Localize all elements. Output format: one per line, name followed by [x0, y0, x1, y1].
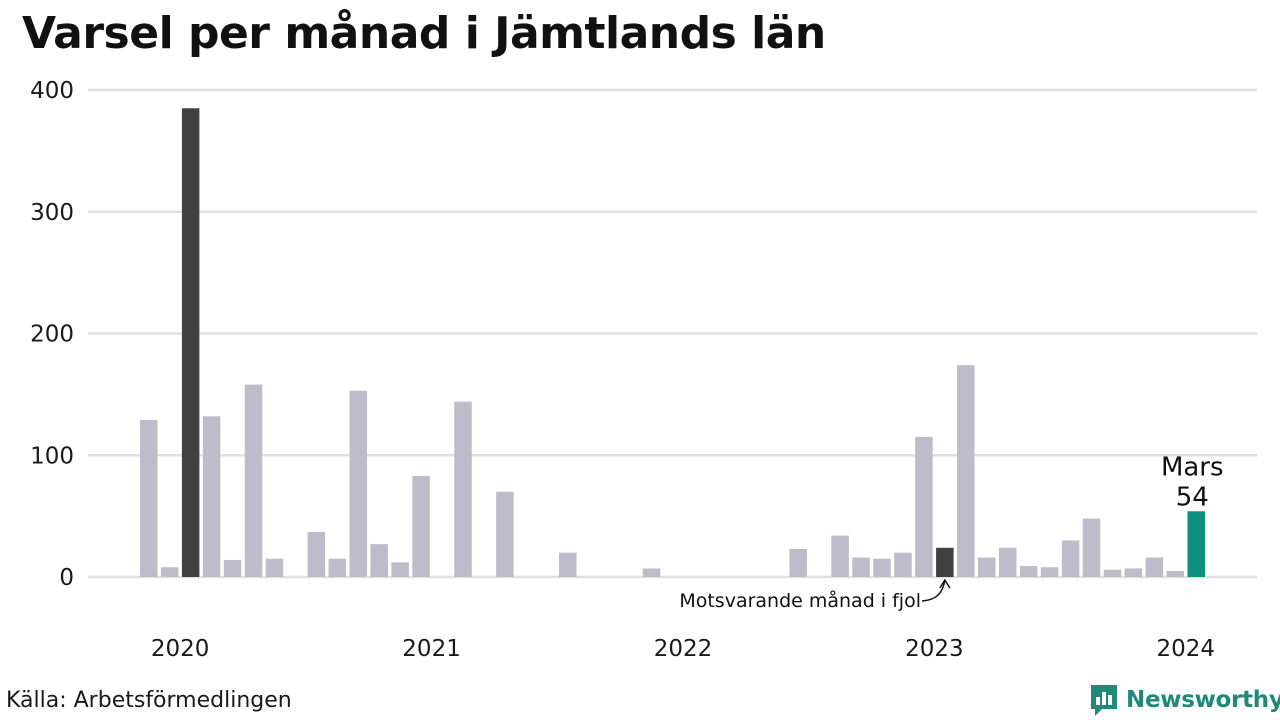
- bar-2021-04: [454, 401, 472, 577]
- bar-2020-11: [349, 390, 367, 577]
- comparison-annotation: Motsvarande månad i fjol: [679, 589, 921, 612]
- brand[interactable]: Newsworthy: [1088, 682, 1280, 718]
- y-tick-label: 300: [30, 200, 74, 226]
- y-tick-label: 400: [30, 78, 74, 104]
- bar-2024-03: [1187, 511, 1205, 577]
- bar-2021-09: [559, 552, 577, 577]
- bar-2023-04: [957, 365, 975, 577]
- bar-2020-12: [370, 544, 388, 577]
- bar-2021-02: [412, 475, 430, 577]
- brand-name: Newsworthy: [1126, 687, 1280, 713]
- bar-2020-04: [202, 416, 221, 577]
- bar-2022-11: [852, 557, 870, 577]
- bar-2023-10: [1082, 518, 1101, 577]
- bar-2020-03: [181, 108, 200, 577]
- bar-2022-10: [831, 535, 849, 577]
- bar-2022-12: [873, 558, 891, 577]
- bar-2023-09: [1061, 540, 1080, 577]
- newsworthy-logo-icon: [1091, 685, 1117, 716]
- bar-2020-06: [244, 384, 263, 577]
- bar-2023-08: [1040, 567, 1059, 577]
- bar-2023-07: [1019, 566, 1038, 577]
- chart-title: Varsel per månad i Jämtlands län: [22, 8, 826, 59]
- bar-2023-02: [915, 436, 933, 577]
- x-tick-label: 2020: [151, 636, 210, 662]
- bar-2023-06: [998, 547, 1017, 577]
- x-tick-label: 2023: [905, 636, 964, 662]
- annotation-arrow: [921, 580, 946, 602]
- bar-2020-05: [223, 559, 242, 577]
- bar-2023-11: [1103, 569, 1122, 577]
- bar-2020-02: [160, 567, 179, 577]
- y-tick-label: 100: [30, 443, 74, 469]
- bar-2022-01: [642, 568, 661, 577]
- bar-2023-01: [894, 552, 912, 577]
- bar-2023-05: [978, 557, 996, 577]
- x-tick-label: 2024: [1157, 636, 1216, 662]
- bar-2020-01: [140, 419, 158, 577]
- x-tick-label: 2022: [654, 636, 713, 662]
- source-note: Källa: Arbetsförmedlingen: [6, 688, 292, 713]
- bar-2023-12: [1124, 568, 1143, 577]
- grid-layer: [88, 88, 1257, 579]
- annotation-arrowhead: [939, 578, 951, 589]
- y-axis-ticks: 0 100 200 300 400: [30, 78, 74, 591]
- bar-2020-07: [265, 558, 284, 577]
- highlight-month-label: Mars: [1161, 452, 1224, 482]
- highlight-value-label: 54: [1176, 482, 1209, 512]
- x-axis-ticks: 2020 2021 2022 2023 2024: [151, 636, 1215, 662]
- bar-2023-03: [936, 547, 954, 577]
- bar-2024-02: [1166, 570, 1185, 577]
- bar-2022-08: [789, 548, 807, 577]
- y-tick-label: 0: [59, 565, 74, 591]
- bar-2021-06: [496, 491, 514, 577]
- bar-2021-01: [391, 562, 409, 577]
- y-tick-label: 200: [30, 322, 74, 348]
- bars: [140, 108, 1205, 577]
- x-tick-label: 2021: [402, 636, 461, 662]
- bar-2024-01: [1145, 557, 1164, 577]
- bar-2020-10: [328, 558, 347, 577]
- bar-2020-09: [307, 531, 326, 577]
